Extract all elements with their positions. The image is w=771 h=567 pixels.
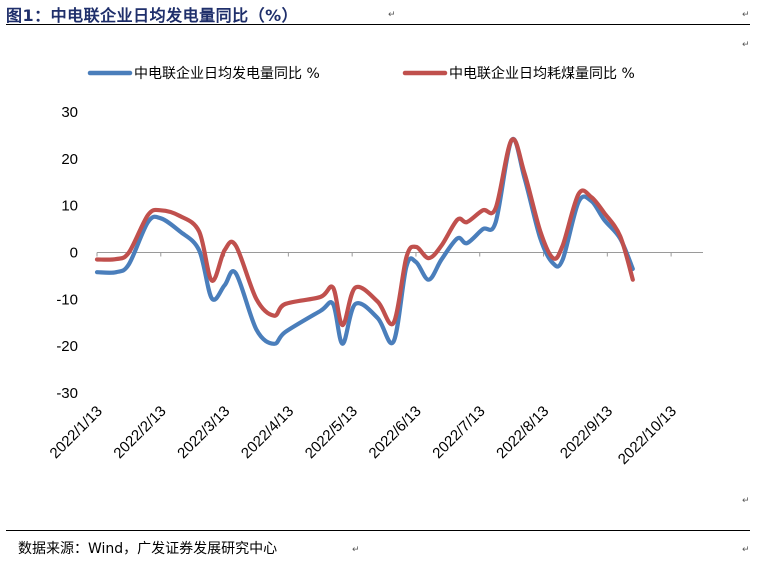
chart-legend: 中电联企业日均发电量同比 % 中电联企业日均耗煤量同比 % bbox=[87, 65, 635, 82]
legend-label: 中电联企业日均发电量同比 % bbox=[134, 65, 320, 82]
paragraph-mark: ↵ bbox=[742, 496, 750, 506]
y-tick-label: 20 bbox=[61, 151, 78, 168]
paragraph-mark: ↵ bbox=[352, 545, 360, 555]
paragraph-mark: ↵ bbox=[742, 545, 750, 555]
y-axis: 30 20 10 0 -10 -20 -30 bbox=[56, 104, 78, 402]
title-underline bbox=[6, 24, 750, 25]
y-tick-label: -30 bbox=[56, 385, 78, 402]
x-tick-label: 2022/8/13 bbox=[493, 403, 552, 462]
x-tick-label: 2022/3/13 bbox=[174, 403, 233, 462]
paragraph-mark: ↵ bbox=[388, 10, 396, 20]
series-line-1 bbox=[94, 136, 635, 346]
y-tick-label: -20 bbox=[56, 338, 78, 355]
paragraph-mark: ↵ bbox=[742, 10, 750, 20]
x-tick-label: 2022/6/13 bbox=[366, 403, 425, 462]
source-note: 数据来源：Wind，广发证券发展研究中心 bbox=[18, 541, 278, 557]
series-layer bbox=[94, 136, 635, 346]
x-axis: 2022/1/13 2022/2/13 2022/3/13 2022/4/13 2022… bbox=[47, 252, 703, 468]
x-tick-label: 2022/10/13 bbox=[615, 403, 680, 468]
x-tick-label: 2022/2/13 bbox=[110, 403, 169, 462]
paragraph-mark: ↵ bbox=[742, 40, 750, 50]
figure-title: 图1：中电联企业日均发电量同比（%） bbox=[6, 6, 299, 25]
x-tick-label: 2022/7/13 bbox=[429, 403, 488, 462]
x-tick-label: 2022/5/13 bbox=[302, 403, 361, 462]
legend-label: 中电联企业日均耗煤量同比 % bbox=[449, 65, 635, 82]
y-tick-label: -10 bbox=[56, 291, 78, 308]
x-tick-label: 2022/9/13 bbox=[557, 403, 616, 462]
line-chart: 中电联企业日均发电量同比 % 中电联企业日均耗煤量同比 % 30 20 10 0 -10 -… bbox=[47, 65, 703, 468]
source-rule bbox=[6, 530, 750, 531]
y-tick-label: 0 bbox=[70, 245, 78, 262]
series-line-2 bbox=[94, 137, 635, 328]
x-tick-label: 2022/1/13 bbox=[47, 403, 106, 462]
y-tick-label: 30 bbox=[61, 104, 78, 121]
x-tick-label: 2022/4/13 bbox=[238, 403, 297, 462]
y-tick-label: 10 bbox=[61, 198, 78, 215]
